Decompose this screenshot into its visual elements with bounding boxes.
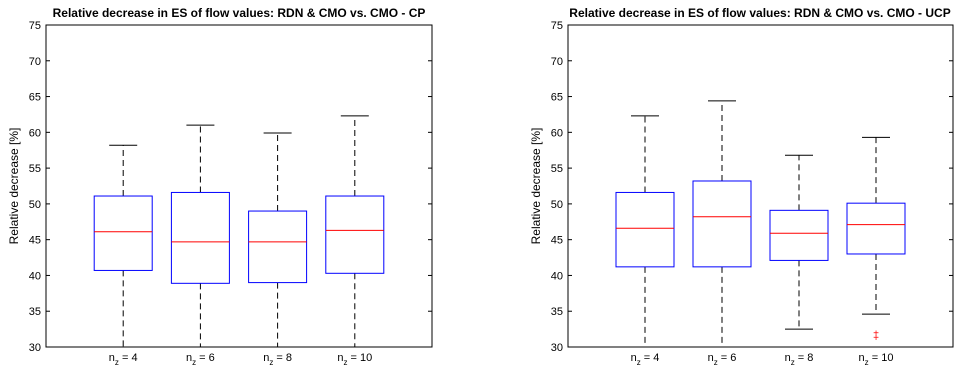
outlier-marker: + [873,333,879,344]
box-iqr [325,195,385,274]
x-tick-label: nz = 4 [109,352,138,367]
x-tick-label: nz = 4 [631,352,660,367]
chart-panel-1: Relative decrease in ES of flow values: … [7,6,433,367]
x-label-subscript: z [637,358,641,367]
y-tick-label: 75 [551,20,563,32]
x-tick-label: nz = 8 [785,352,814,367]
box-iqr [248,210,308,284]
box-2 [692,100,752,347]
box-iqr [692,180,752,268]
x-label-subscript: z [269,358,273,367]
x-label-subscript: z [791,358,795,367]
x-label-symbol: n [263,352,269,364]
x-label-subscript: z [192,358,196,367]
y-tick-label: 60 [29,127,41,139]
x-tick-label: nz = 6 [186,352,215,367]
y-tick-label: 30 [551,342,563,354]
y-tick-label: 55 [551,163,563,175]
x-label-value: = 8 [273,352,292,364]
x-label-symbol: n [337,352,343,364]
box-3 [769,154,829,330]
y-tick-label: 40 [551,270,563,282]
chart-panel-2: Relative decrease in ES of flow values: … [529,6,954,367]
x-label-value: = 10 [347,352,372,364]
y-tick-label: 50 [29,199,41,211]
x-label-symbol: n [631,352,637,364]
box-iqr [93,195,153,271]
y-tick-label: 35 [29,306,41,318]
y-tick-label: 35 [551,306,563,318]
y-tick-label: 45 [551,235,563,247]
x-label-symbol: n [708,352,714,364]
y-tick-label: 40 [29,270,41,282]
box-iqr [615,191,675,268]
x-label-value: = 8 [795,352,814,364]
x-tick-label: nz = 10 [337,352,372,367]
y-axis-label: Relative decrease [%] [7,128,21,245]
outlier-marker: + [873,329,879,340]
y-tick-label: 45 [29,235,41,247]
x-label-symbol: n [186,352,192,364]
x-label-value: = 10 [869,352,894,364]
box-2 [170,124,230,347]
y-tick-label: 65 [551,92,563,104]
y-axis-label: Relative decrease [%] [529,128,543,245]
box-3 [248,132,308,347]
chart-title: Relative decrease in ES of flow values: … [569,6,950,20]
x-label-symbol: n [109,352,115,364]
box-4: ++ [846,136,906,344]
y-tick-label: 55 [29,163,41,175]
x-label-subscript: z [343,358,347,367]
y-tick-label: 60 [551,127,563,139]
x-label-value: = 4 [641,352,660,364]
x-tick-label: nz = 10 [859,352,894,367]
x-label-subscript: z [115,358,119,367]
box-iqr [846,202,906,255]
chart-title: Relative decrease in ES of flow values: … [53,6,426,20]
x-label-subscript: z [865,358,869,367]
x-label-value: = 6 [718,352,737,364]
box-1 [93,144,153,347]
box-iqr [769,209,829,261]
x-label-value: = 6 [196,352,215,364]
y-tick-label: 70 [551,56,563,68]
x-tick-label: nz = 8 [263,352,292,367]
box-1 [615,115,675,347]
plot-frame [45,24,433,348]
y-tick-label: 75 [29,20,41,32]
x-label-symbol: n [859,352,865,364]
y-tick-label: 70 [29,56,41,68]
box-4 [325,115,385,347]
plot-frame [567,24,954,348]
x-label-subscript: z [714,358,718,367]
y-tick-label: 50 [551,199,563,211]
box-iqr [170,191,230,284]
y-tick-label: 30 [29,342,41,354]
y-tick-label: 65 [29,92,41,104]
x-tick-label: nz = 6 [708,352,737,367]
x-label-symbol: n [785,352,791,364]
x-label-value: = 4 [119,352,138,364]
